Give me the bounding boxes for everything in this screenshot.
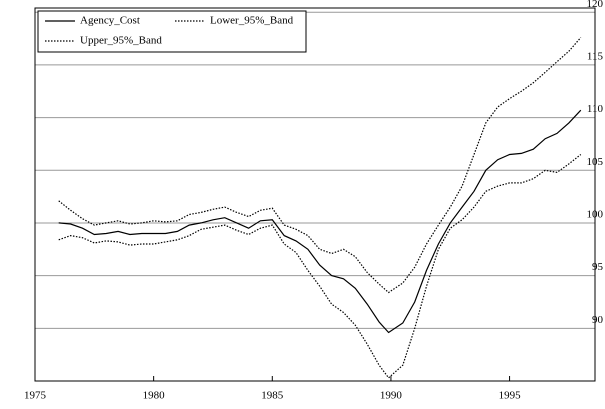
y-tick-label: 95 [592, 261, 604, 273]
legend-label: Upper_95%_Band [80, 35, 162, 47]
x-tick-label: 1985 [261, 390, 284, 402]
x-tick-label: 1980 [143, 390, 166, 402]
legend-box [37, 10, 307, 53]
y-tick-label: 90 [592, 314, 604, 326]
plot-frame [34, 7, 596, 382]
x-tick-label: 1975 [24, 390, 47, 402]
x-tick-label: 1995 [499, 390, 522, 402]
y-tick-label: 120 [587, 0, 604, 10]
legend-label: Agency_Cost [80, 15, 140, 27]
series-line [58, 37, 582, 294]
series-line [58, 154, 582, 379]
x-tick-label: 1990 [380, 390, 403, 402]
series-line [58, 109, 582, 334]
legend-label: Lower_95%_Band [210, 15, 294, 27]
